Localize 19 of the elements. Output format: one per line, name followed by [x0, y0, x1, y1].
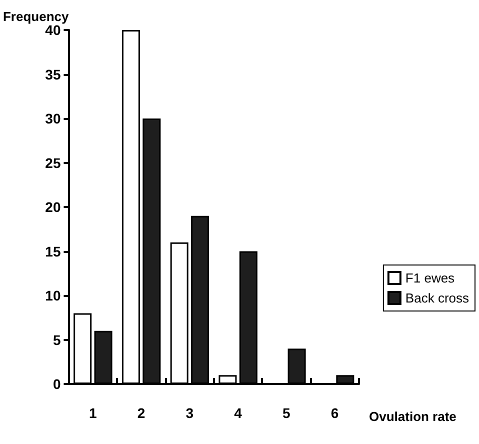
- x-tick-label: 3: [186, 405, 194, 421]
- y-tick-label: 40: [45, 22, 61, 38]
- y-tick-label: 25: [45, 154, 61, 171]
- y-axis-title: Frequency: [2, 9, 70, 24]
- y-tick-label: 15: [45, 243, 61, 260]
- y-tick-label: 35: [45, 66, 61, 82]
- y-tick-label: 30: [45, 110, 61, 126]
- y-tick-label: 5: [52, 332, 61, 348]
- x-tick-label: 5: [282, 405, 291, 421]
- x-tick-label: 2: [137, 405, 146, 421]
- y-tick-label: 10: [45, 288, 61, 304]
- y-tick-label: 20: [45, 199, 61, 215]
- legend-label: F1 ewes: [405, 270, 456, 286]
- x-tick-label: 6: [330, 405, 339, 421]
- legend-label: Back cross: [405, 290, 470, 306]
- x-tick-label: 1: [89, 405, 98, 421]
- x-axis-title: Ovulation rate: [369, 409, 456, 424]
- y-tick-label: 0: [52, 376, 61, 392]
- x-tick-label: 4: [234, 405, 242, 421]
